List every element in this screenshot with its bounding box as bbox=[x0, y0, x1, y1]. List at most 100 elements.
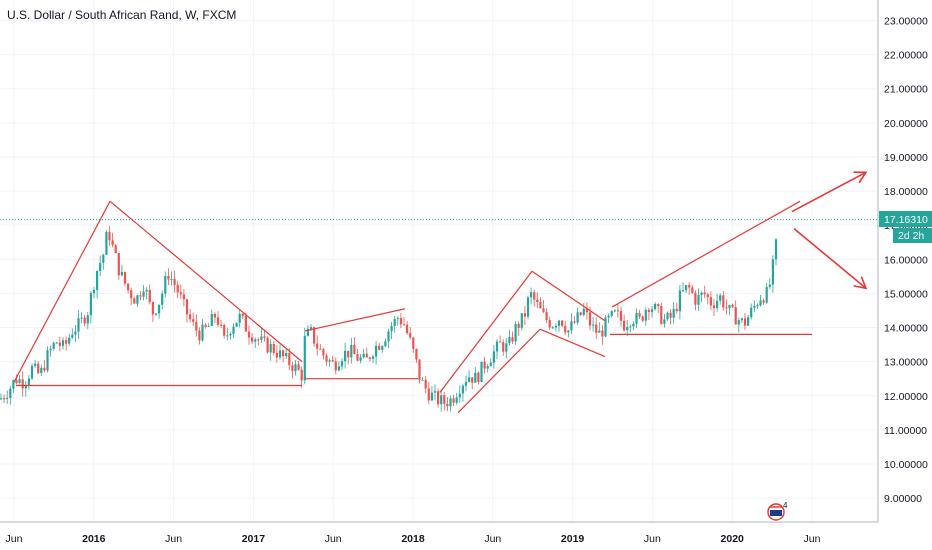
candle-body bbox=[384, 341, 387, 347]
candle-body bbox=[697, 294, 700, 305]
candle-body bbox=[359, 357, 362, 361]
candle-body bbox=[136, 295, 139, 304]
candle-body bbox=[743, 318, 747, 326]
candle-body bbox=[536, 299, 539, 303]
candle-body bbox=[418, 359, 421, 380]
trendline-drawings[interactable] bbox=[13, 171, 868, 414]
candle-body bbox=[378, 345, 381, 350]
x-tick-label: 2016 bbox=[82, 533, 106, 545]
y-tick-label: 10.00000 bbox=[884, 459, 928, 471]
y-tick-label: 19.00000 bbox=[884, 152, 928, 164]
y-tick-label: 9.00000 bbox=[884, 493, 922, 505]
candle-body bbox=[495, 341, 499, 352]
candle-body bbox=[164, 275, 167, 294]
candle-body bbox=[737, 320, 740, 325]
candle-body bbox=[461, 385, 464, 394]
candle-body bbox=[65, 340, 68, 344]
candle-body bbox=[24, 384, 27, 389]
candle-body bbox=[517, 323, 520, 328]
candle-body bbox=[474, 372, 477, 383]
candle-body bbox=[92, 289, 96, 294]
y-tick-label: 12.00000 bbox=[884, 391, 928, 403]
candle-body bbox=[300, 369, 303, 381]
candle-body bbox=[390, 326, 393, 332]
x-tick-label: 2019 bbox=[561, 533, 585, 545]
candle-body bbox=[278, 350, 282, 358]
candle-body bbox=[328, 360, 331, 362]
price-axis[interactable]: 23.00000 22.00000 21.00000 20.00000 19.00000… bbox=[884, 15, 928, 505]
candle-body bbox=[105, 232, 108, 255]
candle-body bbox=[709, 297, 712, 306]
trend-line[interactable] bbox=[531, 270, 606, 322]
candle-body bbox=[46, 350, 49, 371]
candle-body bbox=[111, 240, 114, 246]
candle-body bbox=[663, 319, 666, 324]
candle-body bbox=[96, 271, 99, 290]
candle-body bbox=[660, 306, 663, 324]
economic-events-icon[interactable]: 4 bbox=[767, 501, 788, 521]
candle-body bbox=[666, 312, 669, 320]
candle-body bbox=[223, 325, 226, 336]
candle-body bbox=[452, 398, 455, 403]
candle-body bbox=[74, 331, 77, 335]
candle-body bbox=[170, 278, 173, 280]
candle-body bbox=[613, 310, 616, 312]
candle-body bbox=[685, 285, 688, 291]
candle-body bbox=[592, 324, 595, 326]
candle-body bbox=[691, 287, 694, 293]
candle-body bbox=[117, 253, 120, 276]
candle-body bbox=[626, 327, 629, 331]
candle-body bbox=[139, 295, 142, 297]
candle-body bbox=[774, 239, 778, 260]
trend-line[interactable] bbox=[539, 328, 606, 358]
candle-body bbox=[86, 315, 89, 324]
candle-body bbox=[542, 308, 545, 313]
candle-body bbox=[672, 308, 675, 318]
candle-body bbox=[523, 313, 526, 317]
candle-body bbox=[120, 271, 123, 276]
candle-body bbox=[179, 292, 182, 295]
candle-body bbox=[725, 307, 728, 309]
trend-line[interactable] bbox=[439, 270, 533, 393]
candle-body bbox=[198, 330, 201, 341]
candle-body bbox=[771, 259, 774, 285]
candle-body bbox=[570, 321, 573, 331]
candle-body bbox=[601, 330, 604, 337]
candle-body bbox=[610, 311, 613, 316]
candle-body bbox=[719, 295, 722, 301]
projection-arrow[interactable] bbox=[793, 227, 868, 290]
candle-body bbox=[458, 393, 461, 398]
candle-body bbox=[753, 305, 756, 308]
trend-line[interactable] bbox=[611, 200, 801, 308]
trend-line[interactable] bbox=[13, 201, 111, 383]
candle-body bbox=[34, 363, 37, 366]
candle-body bbox=[567, 330, 570, 333]
projection-arrow[interactable] bbox=[791, 171, 868, 213]
chart-title: U.S. Dollar / South African Rand, W, FXC… bbox=[7, 8, 236, 22]
candle-body bbox=[700, 292, 703, 295]
candle-body bbox=[334, 361, 337, 371]
candle-body bbox=[365, 353, 368, 358]
candle-body bbox=[220, 324, 223, 326]
candle-body bbox=[269, 344, 272, 353]
trend-line[interactable] bbox=[304, 308, 406, 332]
candle-body bbox=[654, 303, 657, 310]
trend-line[interactable] bbox=[109, 200, 303, 363]
candle-body bbox=[756, 305, 759, 307]
candle-body bbox=[635, 313, 638, 324]
candle-body bbox=[102, 254, 105, 263]
candle-body bbox=[260, 336, 263, 340]
candle-body bbox=[598, 330, 601, 333]
candle-body bbox=[402, 324, 406, 326]
trend-line[interactable] bbox=[457, 328, 541, 414]
candle-body bbox=[437, 391, 440, 405]
candle-body bbox=[263, 336, 266, 338]
candle-body bbox=[216, 317, 220, 325]
candle-body bbox=[728, 305, 731, 309]
candle-body bbox=[316, 343, 319, 349]
candle-body bbox=[142, 291, 145, 297]
candle-body bbox=[108, 232, 111, 241]
x-tick-label: 2020 bbox=[721, 533, 745, 545]
time-axis[interactable]: Jun 2016 Jun 2017 Jun 2018 Jun 2019 Jun 2020 Jun bbox=[6, 533, 821, 545]
